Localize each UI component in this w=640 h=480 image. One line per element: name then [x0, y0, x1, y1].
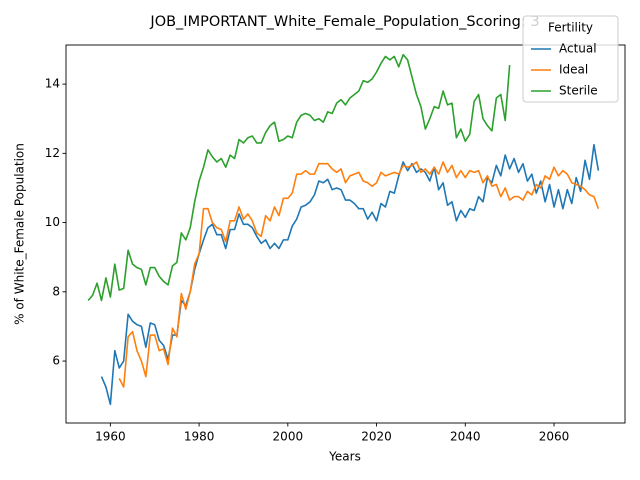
legend: Fertility Actual Ideal Sterile: [522, 15, 619, 103]
x-tick-label: 2040: [450, 430, 481, 444]
x-tick-label: 2020: [361, 430, 392, 444]
y-tick-label: 12: [45, 146, 60, 160]
legend-label: Actual: [559, 42, 597, 56]
y-axis-label: % of White_Female Population: [13, 143, 27, 325]
line-series: [118, 161, 600, 388]
x-tick-label: 1980: [184, 430, 215, 444]
x-tick-label: 2000: [273, 430, 304, 444]
x-tick-label: 1960: [95, 430, 126, 444]
y-tick-label: 8: [52, 284, 60, 298]
y-tick-label: 6: [52, 354, 60, 368]
x-tick-label: 2060: [539, 430, 570, 444]
x-axis-label: Years: [328, 450, 361, 464]
legend-box: [522, 15, 619, 103]
plot-frame: [65, 44, 626, 424]
legend-title: Fertility: [548, 21, 593, 35]
legend-label: Ideal: [559, 63, 588, 77]
chart-title: JOB_IMPORTANT_White_Female_Population_Sc…: [149, 14, 539, 30]
y-tick-label: 14: [45, 77, 60, 91]
y-tick-label: 10: [45, 215, 60, 229]
line-series: [87, 53, 511, 302]
legend-label: Sterile: [559, 84, 598, 98]
